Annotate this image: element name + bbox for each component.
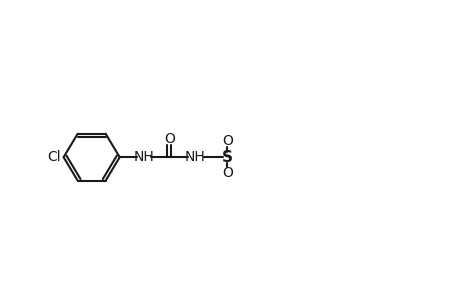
Text: O: O [221, 134, 232, 148]
Text: S: S [221, 150, 232, 165]
Text: NH: NH [133, 150, 154, 164]
Text: O: O [163, 132, 174, 146]
Text: O: O [221, 167, 232, 180]
Text: Cl: Cl [47, 150, 61, 164]
Text: NH: NH [185, 150, 205, 164]
